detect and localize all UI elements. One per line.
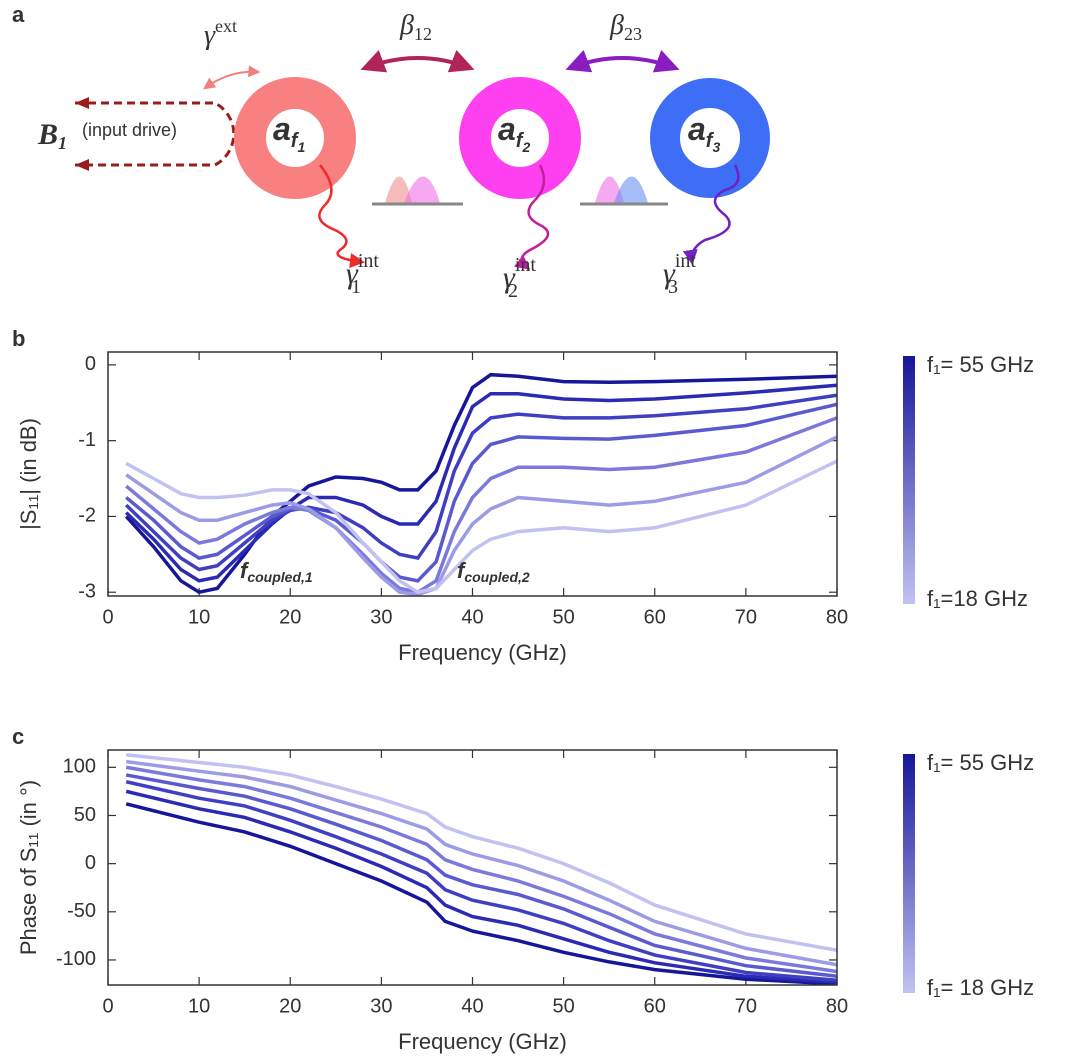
x-tick-label: 80 xyxy=(826,995,848,1017)
input-label: B1 xyxy=(37,118,67,153)
gamma-ext: γext xyxy=(204,16,237,51)
x-tick-label: 50 xyxy=(553,606,575,628)
ext-arrow xyxy=(203,65,261,90)
series-line xyxy=(125,773,837,979)
panel-label: a xyxy=(12,2,25,27)
series-line xyxy=(125,759,837,967)
ring xyxy=(650,78,770,198)
panel-label: c xyxy=(12,724,24,749)
colorbar xyxy=(903,754,915,993)
x-tick-label: 20 xyxy=(279,995,301,1017)
plot-frame xyxy=(107,749,838,986)
x-tick-label: 30 xyxy=(370,606,392,628)
ring-label: af1 xyxy=(273,111,305,154)
series-line xyxy=(124,393,837,572)
series-line xyxy=(125,765,837,974)
coupling-arrow xyxy=(360,49,475,73)
x-axis-label: Frequency (GHz) xyxy=(398,1029,567,1054)
y-axis-label: |S₁₁| (in dB) xyxy=(16,418,41,530)
colorbar-label: f₁= 18 GHz xyxy=(927,975,1034,1000)
x-tick-label: 0 xyxy=(102,995,113,1017)
x-tick-label: 70 xyxy=(735,606,757,628)
series-line xyxy=(126,753,837,953)
x-tick-label: 60 xyxy=(644,606,666,628)
x-tick-label: 80 xyxy=(826,606,848,628)
ring xyxy=(459,77,581,199)
y-tick-label: 0 xyxy=(85,852,96,874)
x-tick-label: 20 xyxy=(279,606,301,628)
colorbar-label: f₁= 55 GHz xyxy=(927,352,1034,377)
coupling-arrow xyxy=(565,49,680,73)
y-tick-label: -50 xyxy=(67,900,96,922)
x-tick-label: 70 xyxy=(735,995,757,1017)
annotation: fcoupled,1 xyxy=(240,558,313,585)
decay xyxy=(513,164,550,270)
panel-label: b xyxy=(12,326,25,351)
plot-frame xyxy=(107,351,838,597)
gamma-int: γint 3 xyxy=(663,250,696,298)
gamma-int: γint 1 xyxy=(346,250,379,298)
x-tick-label: 10 xyxy=(188,606,210,628)
y-tick-label: 100 xyxy=(63,756,96,778)
y-tick-label: 0 xyxy=(85,353,96,375)
series-line xyxy=(124,372,837,595)
colorbar-label: f₁= 55 GHz xyxy=(927,750,1034,775)
input-line xyxy=(75,101,236,167)
y-tick-label: -1 xyxy=(78,429,96,451)
ring xyxy=(234,77,356,199)
colorbar xyxy=(903,356,915,604)
series-line xyxy=(125,416,837,595)
x-axis-label: Frequency (GHz) xyxy=(398,640,567,665)
series-line xyxy=(125,459,837,595)
series-line xyxy=(124,383,837,583)
series-line xyxy=(125,435,837,596)
input-arrow xyxy=(75,97,89,171)
x-tick-label: 40 xyxy=(461,995,483,1017)
decay xyxy=(682,164,740,265)
ring-label: af2 xyxy=(498,111,530,154)
beta-12: β12 xyxy=(399,10,432,44)
colorbar-label: f₁=18 GHz xyxy=(927,586,1028,611)
input-text: (input drive) xyxy=(82,120,177,140)
x-tick-label: 40 xyxy=(461,606,483,628)
spectrum xyxy=(372,176,668,206)
x-tick-label: 0 xyxy=(102,606,113,628)
gamma-int: γint 2 xyxy=(503,254,536,302)
y-tick-label: 50 xyxy=(74,804,96,826)
y-tick-label: -2 xyxy=(78,505,96,527)
x-tick-label: 60 xyxy=(644,995,666,1017)
y-axis-label: Phase of S₁₁ (in °) xyxy=(16,780,41,955)
beta-23: β23 xyxy=(609,10,642,44)
series-line xyxy=(125,802,837,985)
annotation: fcoupled,2 xyxy=(457,558,530,585)
x-tick-label: 10 xyxy=(188,995,210,1017)
series-line xyxy=(125,780,837,982)
decay xyxy=(318,164,365,268)
x-tick-label: 30 xyxy=(370,995,392,1017)
x-tick-label: 50 xyxy=(553,995,575,1017)
y-tick-label: -100 xyxy=(56,948,96,970)
ring-label: af3 xyxy=(688,111,720,154)
series-line xyxy=(125,789,837,984)
y-tick-label: -3 xyxy=(78,580,96,602)
